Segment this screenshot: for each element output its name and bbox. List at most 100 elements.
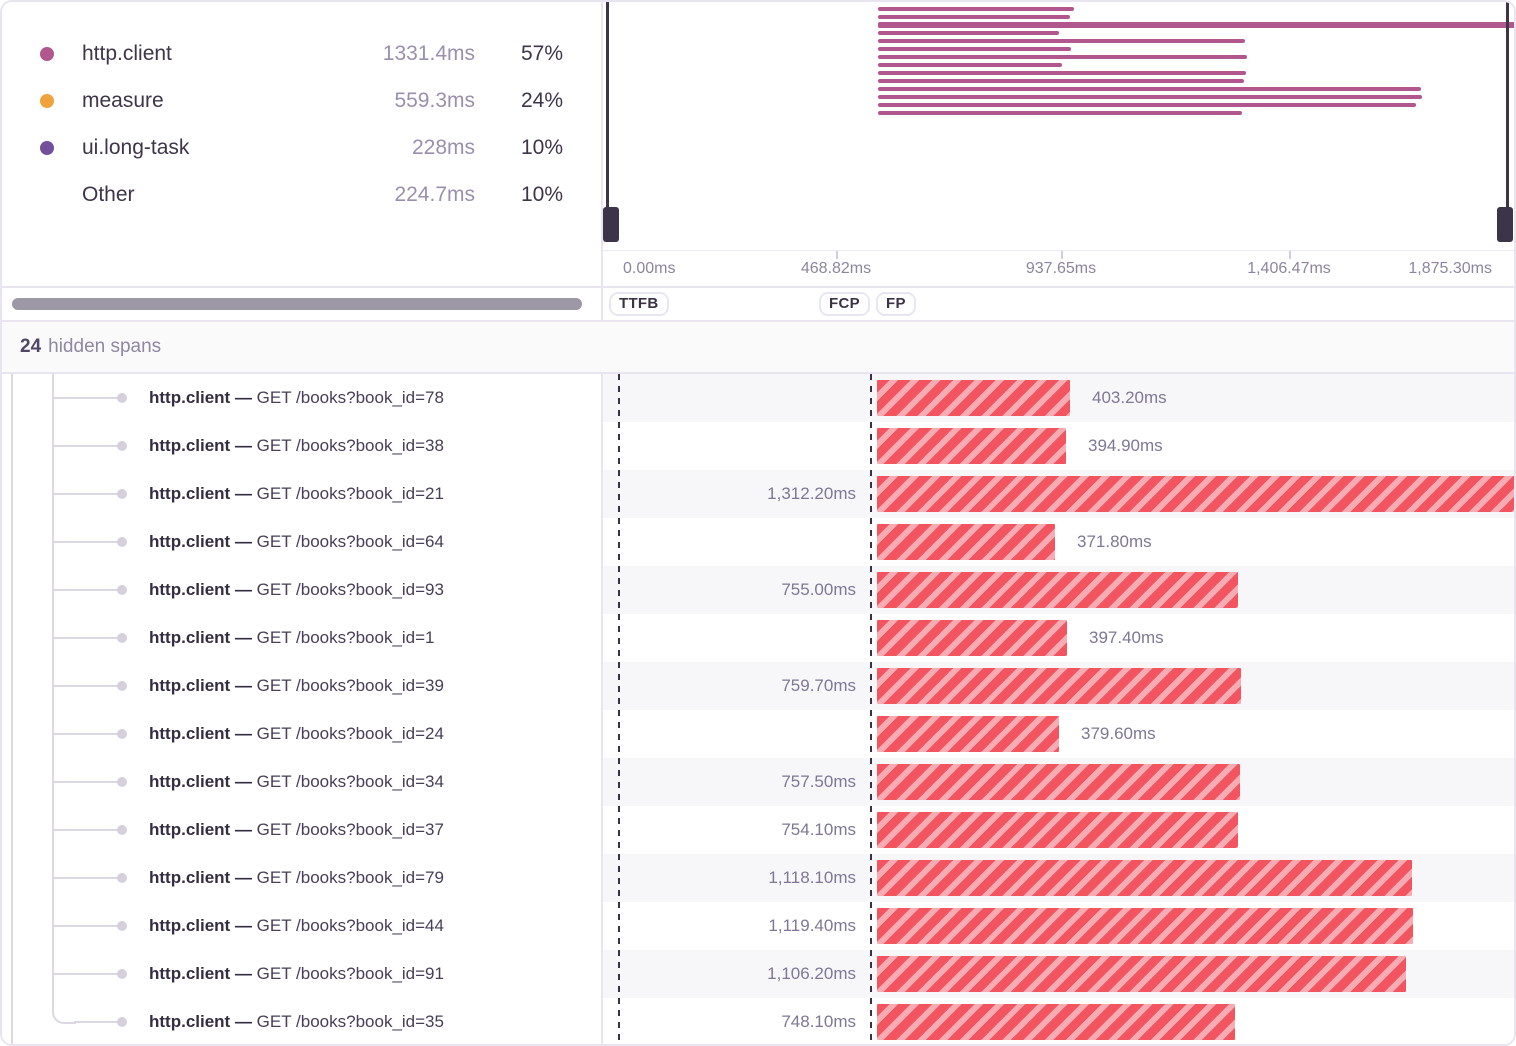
span-duration-bar[interactable] <box>877 908 1413 944</box>
span-tree-node-circle <box>117 873 127 883</box>
legend-percent: 10% <box>520 182 563 206</box>
legend-row-ui-long-task[interactable]: ui.long-task 228ms 10% <box>2 124 601 171</box>
span-row-right: 754.10ms <box>603 806 1514 854</box>
span-row[interactable]: http.client — GET /books?book_id=44 1,119… <box>2 902 1514 950</box>
minimap-span-bar <box>878 47 1071 51</box>
legend-percent: 57% <box>520 41 563 65</box>
span-tree-guide-root <box>11 374 13 1044</box>
span-description: GET /books?book_id=38 <box>251 436 444 455</box>
span-row[interactable]: http.client — GET /books?book_id=34 757.5… <box>2 758 1514 806</box>
span-tree-connector <box>53 925 119 927</box>
axis-tick-label: 468.82ms <box>800 259 872 277</box>
span-title: http.client — GET /books?book_id=38 <box>149 422 444 470</box>
span-duration-bar[interactable] <box>877 476 1514 512</box>
span-row-left: http.client — GET /books?book_id=78 <box>2 374 603 422</box>
span-description: GET /books?book_id=24 <box>251 724 444 743</box>
axis-tick-label: 937.65ms <box>1025 259 1097 277</box>
horizontal-scrollbar-thumb[interactable] <box>12 298 582 310</box>
span-row[interactable]: http.client — GET /books?book_id=78 403.2… <box>2 374 1514 422</box>
minimap-span-bar <box>878 71 1246 75</box>
span-row-left: http.client — GET /books?book_id=91 <box>2 950 603 998</box>
span-duration-bar[interactable] <box>877 380 1070 416</box>
span-tree-node-circle <box>117 633 127 643</box>
span-tree-node-circle <box>117 729 127 739</box>
span-title: http.client — GET /books?book_id=64 <box>149 518 444 566</box>
legend-row-measure[interactable]: measure 559.3ms 24% <box>2 77 601 124</box>
span-duration-bar[interactable] <box>877 956 1406 992</box>
minimap-right-handle[interactable] <box>1497 207 1513 242</box>
time-axis: 0.00ms 468.82ms 937.65ms 1,406.47ms 1,875.30… <box>603 250 1514 286</box>
span-duration-bar[interactable] <box>877 860 1412 896</box>
span-row-right: 1,119.40ms <box>603 902 1514 950</box>
span-row[interactable]: http.client — GET /books?book_id=35 748.1… <box>2 998 1514 1044</box>
span-duration-bar[interactable] <box>877 572 1238 608</box>
span-op: http.client — <box>149 676 252 695</box>
span-duration-bar[interactable] <box>877 428 1066 464</box>
span-tree-node-circle <box>117 921 127 931</box>
span-duration-bar[interactable] <box>877 1004 1235 1040</box>
minimap-left-handle[interactable] <box>603 207 619 242</box>
legend-dot-ui-long-task <box>40 140 54 155</box>
axis-tick <box>836 251 838 259</box>
left-panel-scrollbar-track <box>2 288 603 320</box>
span-op: http.client — <box>149 868 252 887</box>
span-tree-node-circle <box>117 393 127 403</box>
minimap[interactable] <box>603 2 1514 250</box>
span-title: http.client — GET /books?book_id=39 <box>149 662 444 710</box>
span-row-right: 371.80ms <box>603 518 1514 566</box>
span-duration-bar[interactable] <box>877 764 1240 800</box>
vital-badge-fcp[interactable]: FCP <box>819 292 870 316</box>
minimap-span-bar <box>878 79 1244 83</box>
span-description: GET /books?book_id=35 <box>251 1012 444 1031</box>
span-row[interactable]: http.client — GET /books?book_id=64 371.8… <box>2 518 1514 566</box>
legend-dot-other <box>40 188 54 202</box>
span-row-right: 757.50ms <box>603 758 1514 806</box>
span-description: GET /books?book_id=37 <box>251 820 444 839</box>
minimap-span-bar <box>878 7 1074 11</box>
span-row[interactable]: http.client — GET /books?book_id=39 759.7… <box>2 662 1514 710</box>
span-row[interactable]: http.client — GET /books?book_id=91 1,106… <box>2 950 1514 998</box>
span-duration-bar[interactable] <box>877 716 1059 752</box>
span-row-right: 748.10ms <box>603 998 1514 1044</box>
span-row[interactable]: http.client — GET /books?book_id=79 1,118… <box>2 854 1514 902</box>
span-title: http.client — GET /books?book_id=35 <box>149 998 444 1044</box>
span-duration-bar[interactable] <box>877 524 1055 560</box>
minimap-span-bar <box>878 103 1416 107</box>
web-vitals-markers: TTFB FCP FP <box>603 288 1514 320</box>
span-row[interactable]: http.client — GET /books?book_id=93 755.0… <box>2 566 1514 614</box>
span-row[interactable]: http.client — GET /books?book_id=24 379.6… <box>2 710 1514 758</box>
span-row[interactable]: http.client — GET /books?book_id=38 394.9… <box>2 422 1514 470</box>
span-tree-node-circle <box>117 441 127 451</box>
span-tree-connector <box>53 877 119 879</box>
span-tree-node-circle <box>117 825 127 835</box>
span-row[interactable]: http.client — GET /books?book_id=21 1,312… <box>2 470 1514 518</box>
ops-breakdown-panel: http.client 1331.4ms 57% measure 559.3ms 24% u… <box>2 2 603 286</box>
span-duration-bar[interactable] <box>877 620 1067 656</box>
axis-tick <box>1289 251 1291 259</box>
span-row-right: 1,118.10ms <box>603 854 1514 902</box>
span-tree-node-circle <box>117 969 127 979</box>
span-tree-connector <box>53 493 119 495</box>
vital-badge-fp[interactable]: FP <box>876 292 916 316</box>
hidden-spans-row[interactable]: 24 hidden spans <box>2 322 1514 374</box>
legend-percent: 24% <box>520 88 563 112</box>
span-row-left: http.client — GET /books?book_id=21 <box>2 470 603 518</box>
axis-tick-label: 0.00ms <box>623 259 676 277</box>
span-duration-label: 1,106.20ms <box>767 964 856 983</box>
span-row-right: 379.60ms <box>603 710 1514 758</box>
span-tree-connector <box>53 973 119 975</box>
span-title: http.client — GET /books?book_id=24 <box>149 710 444 758</box>
span-duration-label: 759.70ms <box>781 676 856 695</box>
legend-row-http-client[interactable]: http.client 1331.4ms 57% <box>2 30 601 77</box>
legend-row-other[interactable]: Other 224.7ms 10% <box>2 171 601 218</box>
span-row[interactable]: http.client — GET /books?book_id=37 754.1… <box>2 806 1514 854</box>
span-duration-bar[interactable] <box>877 812 1238 848</box>
span-row[interactable]: http.client — GET /books?book_id=1 397.40… <box>2 614 1514 662</box>
span-duration-label: 1,312.20ms <box>767 484 856 503</box>
span-op: http.client — <box>149 964 252 983</box>
vital-badge-ttfb[interactable]: TTFB <box>609 292 669 316</box>
span-duration-label: 394.90ms <box>1088 436 1163 455</box>
span-duration-bar[interactable] <box>877 668 1241 704</box>
span-row-right: 1,106.20ms <box>603 950 1514 998</box>
